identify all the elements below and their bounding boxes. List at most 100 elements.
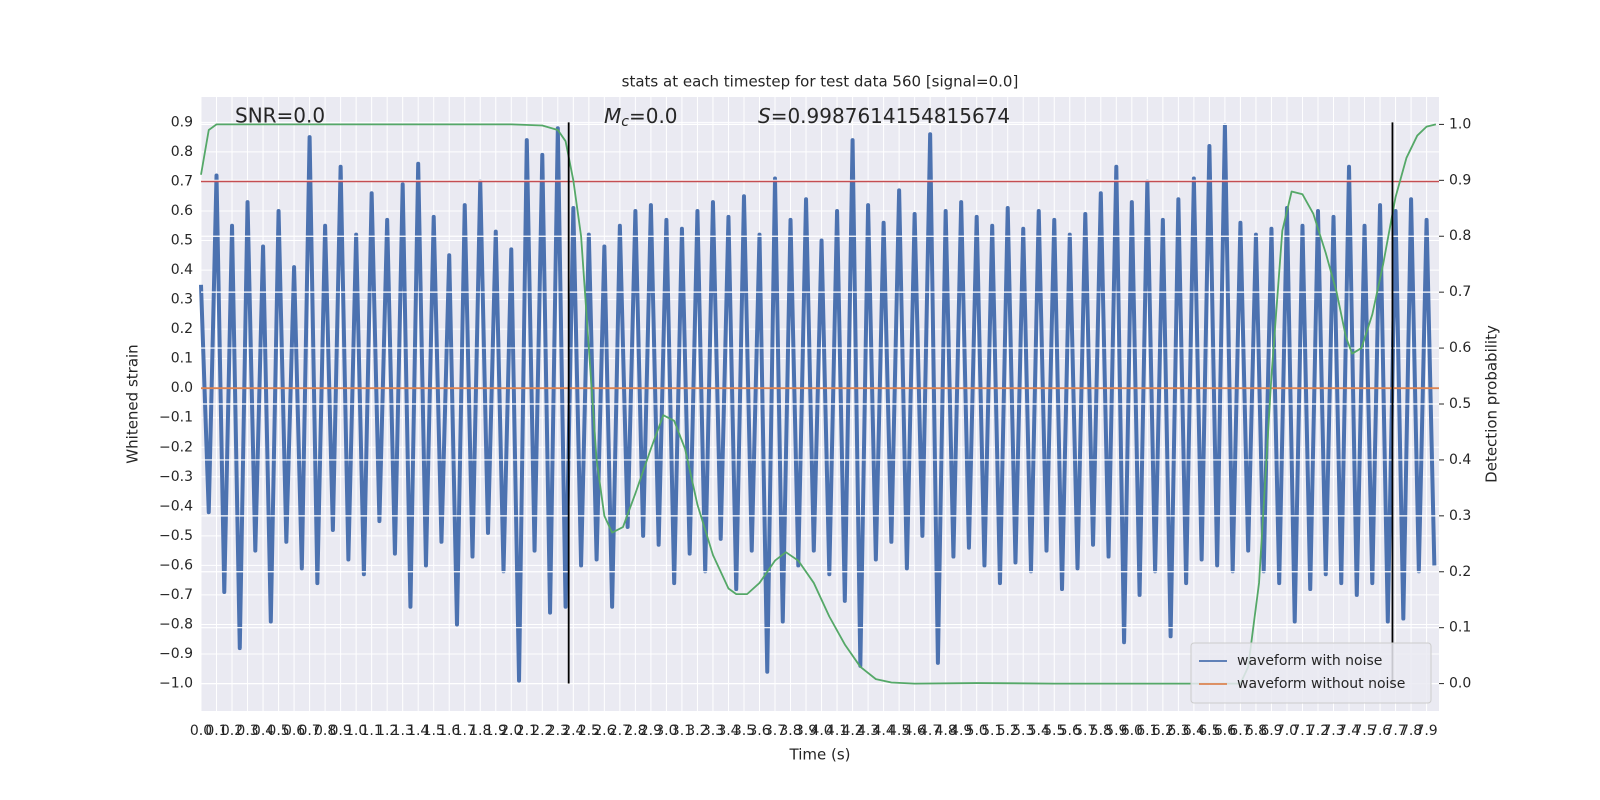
x-tick-label: 6.9 bbox=[1260, 723, 1282, 739]
x-tick-label: 0.6 bbox=[283, 723, 305, 739]
annotation-subscript: c bbox=[621, 114, 629, 130]
x-tick-label: 4.7 bbox=[919, 723, 941, 739]
x-tick-label: 5.7 bbox=[1074, 723, 1096, 739]
x-tick-label: 7.4 bbox=[1338, 723, 1360, 739]
y-tick-label: 0.3 bbox=[171, 292, 193, 308]
x-tick-label: 3.3 bbox=[702, 723, 724, 739]
annotation-symbol: M bbox=[604, 104, 621, 128]
x-tick-label: 7.3 bbox=[1322, 723, 1344, 739]
x-tick-label: 3.9 bbox=[795, 723, 817, 739]
y-tick-label: 0.8 bbox=[171, 144, 193, 160]
x-tick-label: 4.1 bbox=[826, 723, 848, 739]
x-tick-label: 2.2 bbox=[531, 723, 553, 739]
y2-tick-label: 0.1 bbox=[1449, 620, 1471, 636]
y-tick-label: −0.8 bbox=[159, 616, 193, 632]
annotation-text: =0.0 bbox=[629, 104, 678, 128]
x-tick-label: 0.5 bbox=[267, 723, 289, 739]
y2-tick-label: 0.2 bbox=[1449, 564, 1471, 580]
x-tick-label: 2.7 bbox=[609, 723, 631, 739]
annotation: S=0.9987614154815674 bbox=[758, 104, 1010, 128]
y2-tick-label: 0.6 bbox=[1449, 340, 1471, 356]
x-tick-label: 3.2 bbox=[686, 723, 708, 739]
x-tick-label: 0.8 bbox=[314, 723, 336, 739]
x-tick-label: 1.0 bbox=[345, 723, 367, 739]
y-tick-label: −0.3 bbox=[159, 469, 193, 485]
y2-tick-label: 0.3 bbox=[1449, 508, 1471, 524]
x-tick-label: 4.3 bbox=[857, 723, 879, 739]
annotation: SNR=0.0 bbox=[235, 104, 325, 128]
x-tick-label: 6.4 bbox=[1183, 723, 1205, 739]
y2-tick-label: 0.5 bbox=[1449, 396, 1471, 412]
legend-box bbox=[1190, 642, 1432, 704]
x-tick-label: 5.5 bbox=[1043, 723, 1065, 739]
x-tick-label: 4.2 bbox=[841, 723, 863, 739]
x-tick-label: 5.0 bbox=[966, 723, 988, 739]
x-tick-label: 5.4 bbox=[1028, 723, 1050, 739]
x-tick-label: 3.8 bbox=[779, 723, 801, 739]
x-tick-label: 0.7 bbox=[298, 723, 320, 739]
chart-title: stats at each timestep for test data 560… bbox=[622, 73, 1019, 91]
x-tick-label: 1.3 bbox=[392, 723, 414, 739]
legend-label: waveform without noise bbox=[1237, 676, 1405, 692]
y-axis-label: Whitened strain bbox=[124, 344, 142, 463]
x-tick-label: 6.0 bbox=[1121, 723, 1143, 739]
y2-tick-label: 0.0 bbox=[1449, 676, 1471, 692]
x-tick-label: 1.1 bbox=[361, 723, 383, 739]
x-tick-label: 6.2 bbox=[1152, 723, 1174, 739]
x-tick-label: 3.0 bbox=[655, 723, 677, 739]
legend-label: waveform with noise bbox=[1237, 653, 1382, 669]
y-tick-label: 0.0 bbox=[171, 380, 193, 396]
x-tick-label: 3.6 bbox=[748, 723, 770, 739]
y-tick-label: 0.5 bbox=[171, 233, 193, 249]
y2-tick-label: 0.4 bbox=[1449, 452, 1471, 468]
x-tick-label: 0.9 bbox=[329, 723, 351, 739]
x-tick-label: 1.2 bbox=[376, 723, 398, 739]
x-tick-label: 0.0 bbox=[190, 723, 212, 739]
y-tick-label: 0.1 bbox=[171, 351, 193, 367]
x-tick-label: 2.1 bbox=[516, 723, 538, 739]
x-tick-label: 6.1 bbox=[1136, 723, 1158, 739]
y-tick-label: 0.7 bbox=[171, 173, 193, 189]
x-tick-label: 3.1 bbox=[671, 723, 693, 739]
x-tick-label: 2.9 bbox=[640, 723, 662, 739]
y2-tick-label: 0.9 bbox=[1449, 172, 1471, 188]
x-tick-label: 6.5 bbox=[1198, 723, 1220, 739]
x-tick-label: 1.4 bbox=[407, 723, 429, 739]
x-tick-label: 7.6 bbox=[1369, 723, 1391, 739]
x-tick-label: 1.6 bbox=[438, 723, 460, 739]
y-tick-label: 0.9 bbox=[171, 114, 193, 130]
y-tick-label: −0.6 bbox=[159, 557, 193, 573]
x-tick-label: 5.1 bbox=[981, 723, 1003, 739]
x-tick-label: 7.1 bbox=[1291, 723, 1313, 739]
x-tick-label: 0.4 bbox=[252, 723, 274, 739]
y-tick-label: 0.6 bbox=[171, 203, 193, 219]
x-tick-label: 0.3 bbox=[236, 723, 258, 739]
y-tick-label: 0.2 bbox=[171, 321, 193, 337]
legend: waveform with noise waveform without nois… bbox=[1190, 642, 1432, 704]
x-tick-label: 3.4 bbox=[717, 723, 739, 739]
annotation-symbol: S bbox=[758, 104, 771, 128]
x-tick-label: 6.7 bbox=[1229, 723, 1251, 739]
x-tick-label: 5.8 bbox=[1090, 723, 1112, 739]
x-tick-label: 4.5 bbox=[888, 723, 910, 739]
x-tick-label: 7.0 bbox=[1276, 723, 1298, 739]
y-tick-label: 0.4 bbox=[171, 262, 193, 278]
x-tick-label: 3.5 bbox=[733, 723, 755, 739]
x-tick-label: 4.6 bbox=[904, 723, 926, 739]
x-tick-label: 4.8 bbox=[935, 723, 957, 739]
x-tick-label: 7.9 bbox=[1415, 723, 1437, 739]
x-tick-label: 2.5 bbox=[578, 723, 600, 739]
x-tick-label: 6.8 bbox=[1245, 723, 1267, 739]
x-tick-label: 6.3 bbox=[1167, 723, 1189, 739]
x-tick-label: 7.2 bbox=[1307, 723, 1329, 739]
x-tick-label: 2.8 bbox=[624, 723, 646, 739]
x-tick-label: 3.7 bbox=[764, 723, 786, 739]
x-tick-label: 5.3 bbox=[1012, 723, 1034, 739]
x-tick-label: 7.7 bbox=[1384, 723, 1406, 739]
annotation-text: =0.9987614154815674 bbox=[771, 104, 1010, 128]
x-tick-label: 2.0 bbox=[500, 723, 522, 739]
y-tick-label: −0.7 bbox=[159, 587, 193, 603]
y-tick-label: −0.4 bbox=[159, 498, 193, 514]
x-tick-label: 1.5 bbox=[423, 723, 445, 739]
